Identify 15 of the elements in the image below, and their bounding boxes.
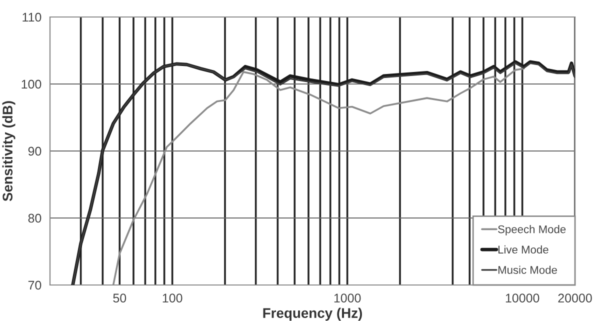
y-tick-label: 110 [22, 12, 42, 22]
x-axis-title: Frequency (Hz) [263, 308, 362, 321]
legend-label: Music Mode [498, 266, 557, 274]
x-tick-label: 1000 [334, 294, 361, 303]
x-tick-label: 50 [113, 294, 126, 303]
y-tick-label: 90 [28, 146, 42, 156]
x-tick-label: 10000 [506, 294, 540, 303]
legend-label: Speech Mode [498, 225, 566, 236]
y-axis-title: Sensitivity (dB) [2, 101, 16, 202]
x-tick-label: 100 [162, 294, 182, 303]
x-tick-label: 20000 [558, 294, 592, 303]
legend-label: Live Mode [498, 245, 548, 254]
y-tick-label: 80 [28, 214, 42, 223]
y-tick-label: 100 [22, 80, 42, 89]
y-tick-label: 70 [28, 280, 42, 290]
